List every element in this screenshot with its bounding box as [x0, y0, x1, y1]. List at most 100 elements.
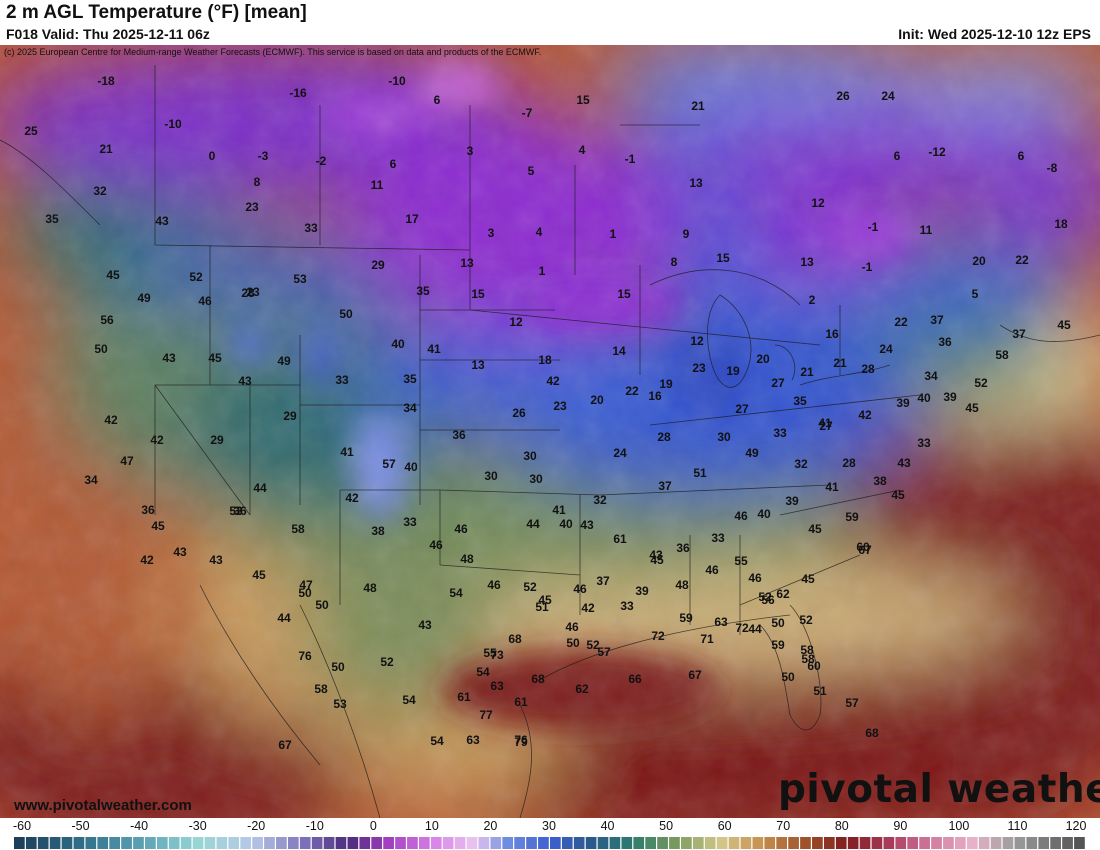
temperature-label: -12 [928, 145, 946, 159]
temperature-label: 41 [340, 445, 354, 459]
temperature-label: 63 [714, 615, 728, 629]
temperature-label: 32 [593, 493, 607, 507]
temperature-label: 52 [974, 376, 988, 390]
temperature-label: 66 [628, 672, 642, 686]
temperature-label: 18 [1054, 217, 1068, 231]
temperature-label: 9 [682, 227, 690, 241]
temperature-label: 63 [490, 679, 504, 693]
temperature-label: 26 [836, 89, 850, 103]
colorbar-swatch [133, 837, 144, 849]
temperature-label: 33 [620, 599, 634, 613]
temperature-label: 19 [726, 364, 740, 378]
temperature-label: 50 [331, 660, 345, 674]
temperature-label: 22 [894, 315, 908, 329]
temperature-label: 32 [93, 184, 107, 198]
colorbar-swatch [526, 837, 537, 849]
colorbar-swatch [931, 837, 942, 849]
colorbar-swatch [466, 837, 478, 849]
temperature-label: 44 [277, 611, 291, 625]
temperature-label: 59 [679, 611, 693, 625]
header: 2 m AGL Temperature (°F) [mean] F018 Val… [0, 0, 1100, 48]
temperature-label: 15 [716, 251, 730, 265]
temperature-label: 33 [403, 515, 417, 529]
temperature-label: 35 [416, 284, 430, 298]
temperature-label: 33 [773, 426, 787, 440]
colorbar-tick-label: -60 [12, 819, 32, 833]
temperature-label: 15 [471, 287, 485, 301]
temperature-label: 15 [576, 93, 590, 107]
colorbar-swatch [871, 837, 883, 849]
colorbar-swatch [966, 837, 978, 849]
temperature-label: 0 [208, 149, 216, 163]
colorbar: -60 -50 -40 -30 -20 -10 0 10 20 30 40 50 60 70 80 90 100… [0, 818, 1100, 850]
temperature-label: 23 [553, 399, 567, 413]
temperature-label: 47 [120, 454, 134, 468]
temperature-label: 58 [995, 348, 1009, 362]
temperature-label: 12 [690, 334, 704, 348]
temperature-label: 58 [800, 643, 814, 657]
colorbar-swatch [716, 837, 728, 849]
colorbar-tick-label: -50 [71, 819, 90, 833]
temperature-label: 54 [402, 693, 416, 707]
temperature-label: 43 [897, 456, 911, 470]
temperature-label: 21 [691, 99, 705, 113]
colorbar-swatch [609, 837, 621, 849]
temperature-label: 16 [648, 389, 662, 403]
temperature-label: 45 [650, 553, 664, 567]
temperature-label: 43 [418, 618, 432, 632]
temperature-label: 42 [581, 601, 595, 615]
temperature-label: 68 [865, 726, 879, 740]
temperature-label: 44 [253, 481, 267, 495]
temperature-label: 42 [140, 553, 154, 567]
temperature-label: 46 [565, 620, 579, 634]
colorbar-swatch [514, 837, 525, 849]
colorbar-swatch [109, 837, 120, 849]
valid-time: F018 Valid: Thu 2025-12-11 06z [6, 26, 210, 42]
temperature-label: 35 [793, 394, 807, 408]
temperature-label: 38 [371, 524, 385, 538]
temperature-label: 50 [771, 616, 785, 630]
temperature-label: 49 [137, 291, 151, 305]
temperature-label: 44 [748, 622, 762, 636]
temperature-label: 49 [277, 354, 291, 368]
temperature-label: 20 [756, 352, 770, 366]
temperature-label: 42 [858, 408, 872, 422]
colorbar-tick-label: 60 [717, 819, 732, 833]
temperature-label: 49 [745, 446, 759, 460]
temperature-label: -16 [289, 86, 307, 100]
temperature-label: 23 [692, 361, 706, 375]
colorbar-swatch [264, 837, 275, 849]
colorbar-swatch [573, 837, 585, 849]
temperature-label: 54 [476, 665, 490, 679]
colorbar-tick-label: 40 [600, 819, 615, 833]
site-url: www.pivotalweather.com [14, 797, 192, 814]
temperature-label: 13 [471, 358, 485, 372]
temperature-label: 34 [84, 473, 98, 487]
temperature-label: 15 [617, 287, 631, 301]
colorbar-swatch [907, 837, 919, 849]
colorbar-swatch [299, 837, 311, 849]
temperature-label: -2 [315, 154, 327, 168]
temperature-label: 47 [299, 578, 313, 592]
temperature-label: 45 [208, 351, 222, 365]
temperature-label: 45 [106, 268, 120, 282]
temperature-label: 46 [198, 294, 212, 308]
temperature-label: 67 [858, 543, 872, 557]
temperature-label: 8 [253, 175, 261, 189]
copyright-notice: (c) 2025 European Centre for Medium-rang… [4, 47, 542, 57]
temperature-label: 33 [335, 373, 349, 387]
temperature-label: 17 [405, 212, 419, 226]
temperature-label: 58 [291, 522, 305, 536]
colorbar-swatch [633, 837, 645, 849]
init-time: Init: Wed 2025-12-10 12z EPS [898, 26, 1091, 42]
temperature-label: 23 [246, 285, 260, 299]
temperature-label: 50 [781, 670, 795, 684]
temperature-label: 46 [734, 509, 748, 523]
colorbar-swatch [276, 837, 287, 849]
texture [0, 45, 1100, 818]
temperature-label: 77 [479, 708, 493, 722]
temperature-label: 61 [613, 532, 627, 546]
colorbar-swatch [990, 837, 1002, 849]
temperature-label: 35 [45, 212, 59, 226]
temperature-label: -1 [867, 220, 879, 234]
